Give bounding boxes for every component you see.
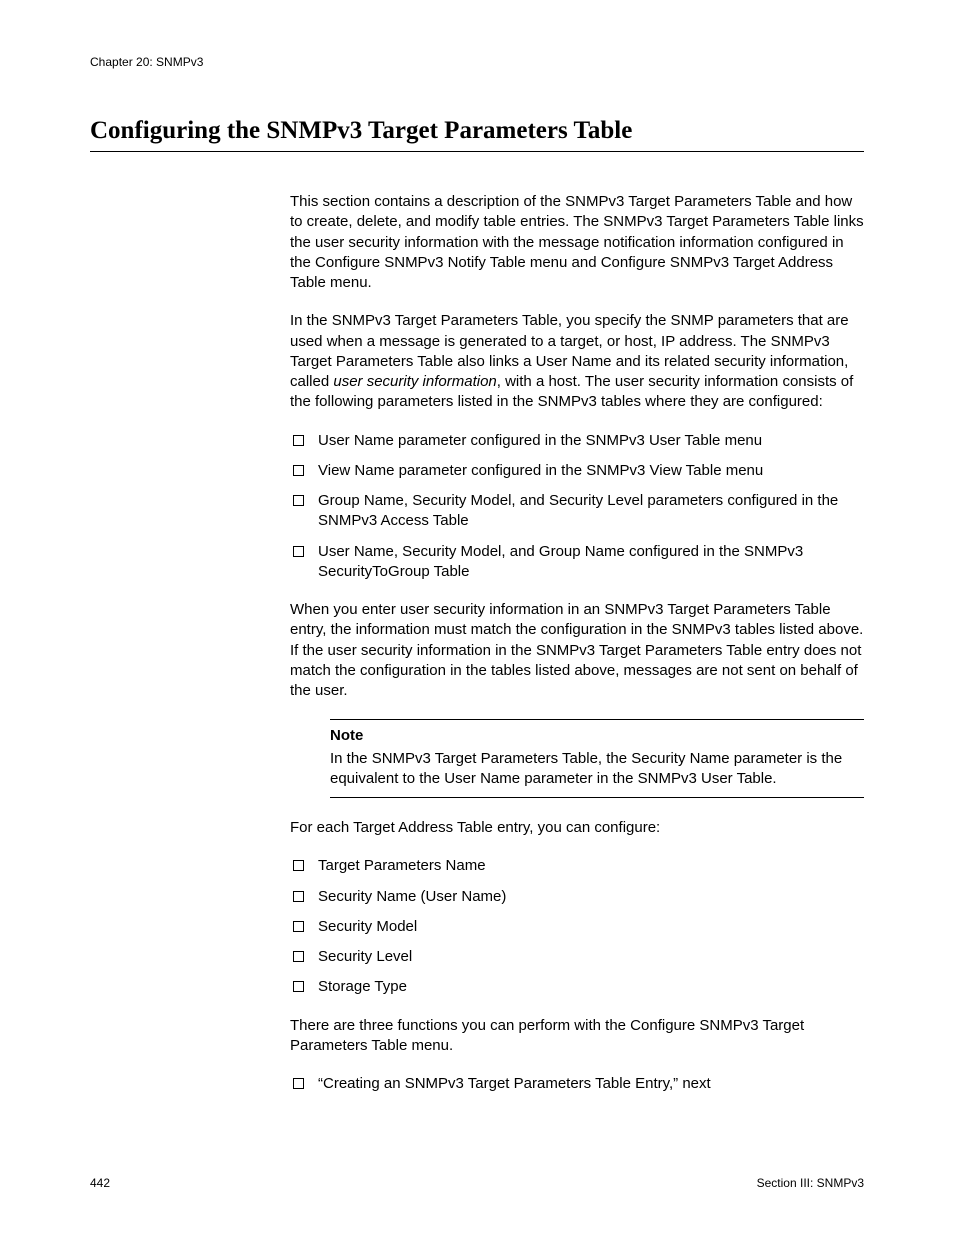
config-list: Target Parameters Name Security Name (Us…: [290, 856, 864, 997]
list-item: User Name, Security Model, and Group Nam…: [290, 542, 864, 583]
content-block: This section contains a description of t…: [290, 192, 864, 1094]
page-number: 442: [90, 1176, 110, 1190]
list-item: Target Parameters Name: [290, 856, 864, 876]
chapter-header: Chapter 20: SNMPv3: [90, 55, 864, 69]
list-item: Group Name, Security Model, and Security…: [290, 491, 864, 532]
section-label: Section III: SNMPv3: [757, 1176, 864, 1190]
paragraph-match: When you enter user security information…: [290, 600, 864, 701]
p2-italic: user security information: [333, 373, 496, 390]
paragraph-functions: There are three functions you can perfor…: [290, 1016, 864, 1057]
list-item: User Name parameter configured in the SN…: [290, 431, 864, 451]
function-list: “Creating an SNMPv3 Target Parameters Ta…: [290, 1074, 864, 1094]
list-item: Security Model: [290, 917, 864, 937]
note-label: Note: [330, 726, 864, 746]
note-box: Note In the SNMPv3 Target Parameters Tab…: [330, 719, 864, 798]
page-container: Chapter 20: SNMPv3 Configuring the SNMPv…: [0, 0, 954, 1094]
list-item: View Name parameter configured in the SN…: [290, 461, 864, 481]
list-item: Security Level: [290, 947, 864, 967]
paragraph-configure: For each Target Address Table entry, you…: [290, 818, 864, 838]
parameter-list: User Name parameter configured in the SN…: [290, 431, 864, 583]
page-footer: 442 Section III: SNMPv3: [90, 1176, 864, 1190]
list-item: Security Name (User Name): [290, 887, 864, 907]
paragraph-security-info: In the SNMPv3 Target Parameters Table, y…: [290, 311, 864, 412]
paragraph-intro: This section contains a description of t…: [290, 192, 864, 293]
page-title: Configuring the SNMPv3 Target Parameters…: [90, 117, 864, 152]
list-item: “Creating an SNMPv3 Target Parameters Ta…: [290, 1074, 864, 1094]
list-item: Storage Type: [290, 977, 864, 997]
note-text: In the SNMPv3 Target Parameters Table, t…: [330, 749, 864, 790]
